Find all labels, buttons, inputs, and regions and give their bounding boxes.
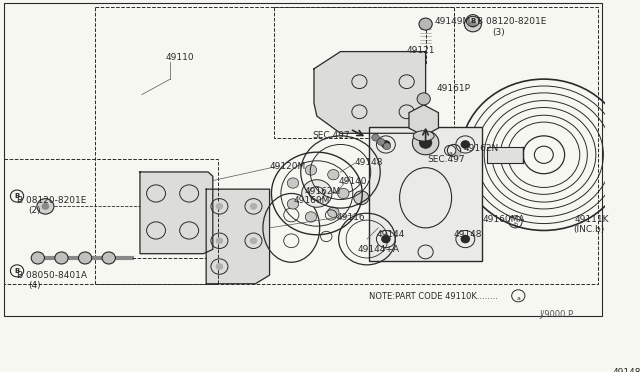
Text: 49144+A: 49144+A	[358, 245, 399, 254]
Circle shape	[328, 170, 339, 180]
Circle shape	[378, 138, 385, 145]
Circle shape	[42, 203, 49, 210]
Text: 49148: 49148	[613, 368, 640, 372]
Circle shape	[79, 252, 92, 264]
Text: b: b	[513, 222, 518, 227]
Text: (4): (4)	[28, 281, 41, 290]
Circle shape	[216, 263, 223, 270]
Text: 49120M: 49120M	[269, 162, 306, 171]
Text: J/9000 P: J/9000 P	[539, 310, 573, 318]
Text: 49162M: 49162M	[305, 187, 340, 196]
Polygon shape	[206, 189, 269, 284]
Circle shape	[461, 235, 470, 243]
Text: B 08120-8201E: B 08120-8201E	[477, 17, 546, 26]
Circle shape	[338, 188, 349, 199]
Text: 49148: 49148	[355, 158, 383, 167]
Text: B: B	[14, 268, 20, 274]
Text: 49161P: 49161P	[437, 84, 471, 93]
Text: B 08050-8401A: B 08050-8401A	[17, 271, 87, 280]
FancyArrow shape	[487, 147, 523, 163]
Circle shape	[381, 235, 390, 243]
Circle shape	[465, 16, 481, 32]
Text: B: B	[14, 193, 20, 199]
Circle shape	[419, 137, 432, 149]
Text: 49121: 49121	[406, 46, 435, 55]
Circle shape	[37, 199, 54, 214]
Polygon shape	[314, 52, 426, 133]
Circle shape	[354, 191, 369, 205]
Text: NOTE:PART CODE 49110K........: NOTE:PART CODE 49110K........	[369, 292, 498, 301]
Text: a: a	[448, 151, 452, 155]
Text: (INC.b): (INC.b)	[573, 225, 604, 234]
Circle shape	[216, 237, 223, 244]
Text: a: a	[516, 296, 520, 301]
Text: 49160MA: 49160MA	[483, 215, 525, 224]
Circle shape	[328, 207, 339, 218]
Text: 49160M: 49160M	[293, 196, 330, 205]
Ellipse shape	[413, 131, 434, 141]
Text: B: B	[470, 17, 476, 24]
Text: 49110: 49110	[166, 53, 194, 62]
Text: 49144: 49144	[376, 230, 404, 240]
Bar	[275, 7, 454, 138]
Circle shape	[287, 199, 299, 209]
Bar	[95, 7, 598, 284]
Circle shape	[305, 165, 317, 175]
Text: (3): (3)	[492, 28, 504, 36]
Circle shape	[31, 252, 44, 264]
Text: SEC.497: SEC.497	[428, 155, 465, 164]
Circle shape	[461, 140, 470, 149]
Text: 49162N: 49162N	[463, 144, 499, 153]
Circle shape	[250, 237, 257, 244]
Circle shape	[216, 203, 223, 210]
Polygon shape	[140, 172, 213, 254]
Circle shape	[55, 252, 68, 264]
Text: (2): (2)	[28, 206, 41, 215]
Circle shape	[417, 93, 430, 105]
Text: 49149M: 49149M	[435, 17, 471, 26]
Text: 49148: 49148	[454, 230, 483, 240]
Circle shape	[250, 203, 257, 210]
Circle shape	[381, 140, 390, 149]
Text: 49140: 49140	[339, 177, 367, 186]
Circle shape	[372, 134, 380, 141]
Text: 49111K: 49111K	[575, 215, 609, 224]
Circle shape	[305, 212, 317, 222]
Circle shape	[102, 252, 115, 264]
Circle shape	[419, 18, 432, 30]
Circle shape	[301, 180, 332, 207]
Circle shape	[383, 143, 390, 150]
Bar	[4, 159, 218, 284]
Text: 49116: 49116	[337, 213, 365, 222]
Text: B 08120-8201E: B 08120-8201E	[17, 196, 86, 205]
Text: SEC.497: SEC.497	[312, 131, 349, 140]
Circle shape	[412, 131, 439, 155]
Circle shape	[469, 20, 477, 28]
Circle shape	[454, 151, 461, 158]
Bar	[369, 127, 483, 260]
Circle shape	[287, 178, 299, 188]
